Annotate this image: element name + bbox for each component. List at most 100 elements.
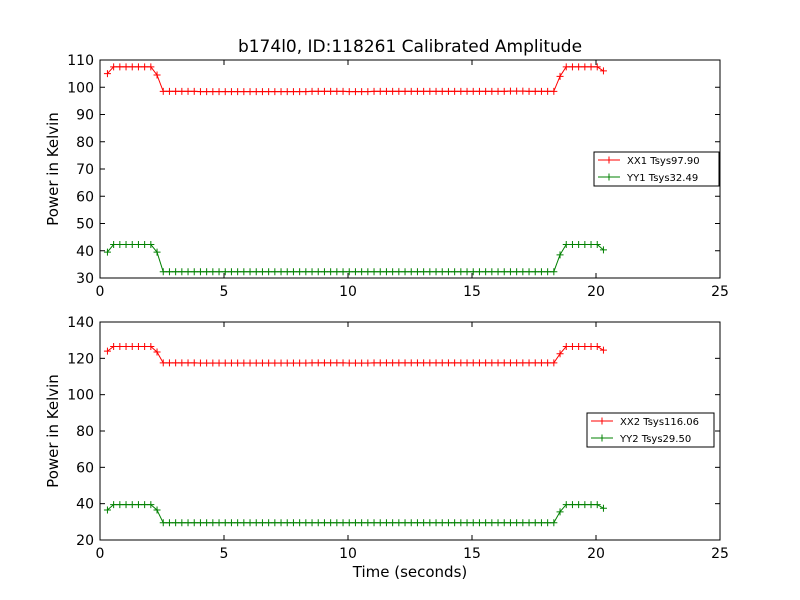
data-point-marker: [227, 519, 235, 527]
plot-panel-1: 0 5 10 15 20 25 30 40 50 60 70 80 90 100 110 Power in K…: [44, 53, 729, 300]
data-point-marker: [413, 268, 421, 276]
data-point-marker: [457, 87, 465, 95]
data-point-marker: [531, 268, 539, 276]
data-point-marker: [159, 268, 167, 276]
data-point-marker: [296, 268, 304, 276]
data-point-marker: [500, 87, 508, 95]
x-tick-label: 10: [339, 284, 357, 300]
data-point-marker: [432, 87, 440, 95]
data-point-marker: [333, 268, 341, 276]
data-point-marker: [599, 67, 607, 75]
data-point-marker: [358, 88, 366, 96]
data-point-marker: [283, 519, 291, 527]
legend-box: [593, 151, 720, 187]
data-point-marker: [209, 268, 217, 276]
data-point-marker: [203, 88, 211, 96]
data-point-marker: [389, 359, 397, 367]
data-point-marker: [345, 519, 353, 527]
data-point-marker: [395, 519, 403, 527]
data-point-marker: [581, 343, 589, 351]
data-point-marker: [438, 87, 446, 95]
data-point-marker: [407, 359, 415, 367]
data-point-marker: [401, 359, 409, 367]
data-point-marker: [482, 519, 490, 527]
data-point-marker: [562, 240, 570, 248]
series-1: [103, 63, 607, 96]
legend-entry-label: YY1 Tsys32.49: [626, 173, 698, 184]
data-point-marker: [265, 359, 273, 367]
data-point-marker: [215, 359, 223, 367]
data-point-marker: [308, 87, 316, 95]
data-point-marker: [327, 519, 335, 527]
data-point-marker: [283, 88, 291, 96]
y-tick-label: 80: [76, 424, 94, 440]
data-point-marker: [525, 87, 533, 95]
data-point-marker: [271, 88, 279, 96]
data-point-marker: [544, 519, 552, 527]
legend-swatch-marker: [598, 417, 606, 425]
x-tick-label: 0: [96, 284, 105, 300]
data-point-marker: [556, 508, 564, 516]
data-point-marker: [562, 501, 570, 509]
data-point-marker: [141, 343, 149, 351]
data-point-marker: [128, 240, 136, 248]
data-point-marker: [320, 359, 328, 367]
data-point-marker: [302, 268, 310, 276]
data-point-marker: [413, 519, 421, 527]
data-point-marker: [463, 87, 471, 95]
data-point-marker: [258, 519, 266, 527]
data-point-marker: [451, 268, 459, 276]
data-point-marker: [277, 268, 285, 276]
data-point-marker: [339, 268, 347, 276]
data-point-marker: [537, 87, 545, 95]
data-point-marker: [389, 519, 397, 527]
x-axis-label: Time (seconds): [352, 563, 468, 581]
data-point-marker: [531, 359, 539, 367]
data-point-marker: [246, 359, 254, 367]
data-point-marker: [196, 359, 204, 367]
data-point-marker: [525, 519, 533, 527]
data-point-marker: [159, 87, 167, 95]
data-point-marker: [190, 268, 198, 276]
data-point-marker: [103, 506, 111, 514]
data-point-marker: [203, 359, 211, 367]
data-point-marker: [314, 268, 322, 276]
y-tick-label: 100: [67, 80, 94, 96]
data-point-marker: [153, 348, 161, 356]
data-point-marker: [327, 87, 335, 95]
data-point-marker: [209, 88, 217, 96]
data-point-marker: [190, 519, 198, 527]
data-point-marker: [550, 359, 558, 367]
data-point-marker: [227, 359, 235, 367]
y-tick-label: 70: [76, 162, 94, 178]
data-point-marker: [196, 88, 204, 96]
data-point-marker: [116, 343, 124, 351]
data-point-marker: [444, 519, 452, 527]
data-point-marker: [345, 268, 353, 276]
data-point-marker: [333, 359, 341, 367]
data-point-marker: [382, 359, 390, 367]
data-point-marker: [246, 88, 254, 96]
data-point-marker: [258, 359, 266, 367]
data-point-marker: [475, 519, 483, 527]
data-point-marker: [289, 519, 297, 527]
data-point-marker: [463, 268, 471, 276]
data-point-marker: [314, 359, 322, 367]
data-point-marker: [513, 519, 521, 527]
data-point-marker: [364, 88, 372, 96]
data-point-marker: [178, 268, 186, 276]
data-point-marker: [122, 63, 130, 71]
data-point-marker: [444, 359, 452, 367]
series-2: [103, 240, 607, 276]
data-point-marker: [482, 359, 490, 367]
y-tick-label: 90: [76, 108, 94, 124]
data-point-marker: [333, 87, 341, 95]
data-point-marker: [568, 501, 576, 509]
data-point-marker: [209, 359, 217, 367]
data-point-marker: [320, 519, 328, 527]
data-point-marker: [184, 87, 192, 95]
y-tick-label: 40: [76, 497, 94, 513]
y-tick-label: 80: [76, 135, 94, 151]
data-point-marker: [252, 519, 260, 527]
data-point-marker: [277, 88, 285, 96]
